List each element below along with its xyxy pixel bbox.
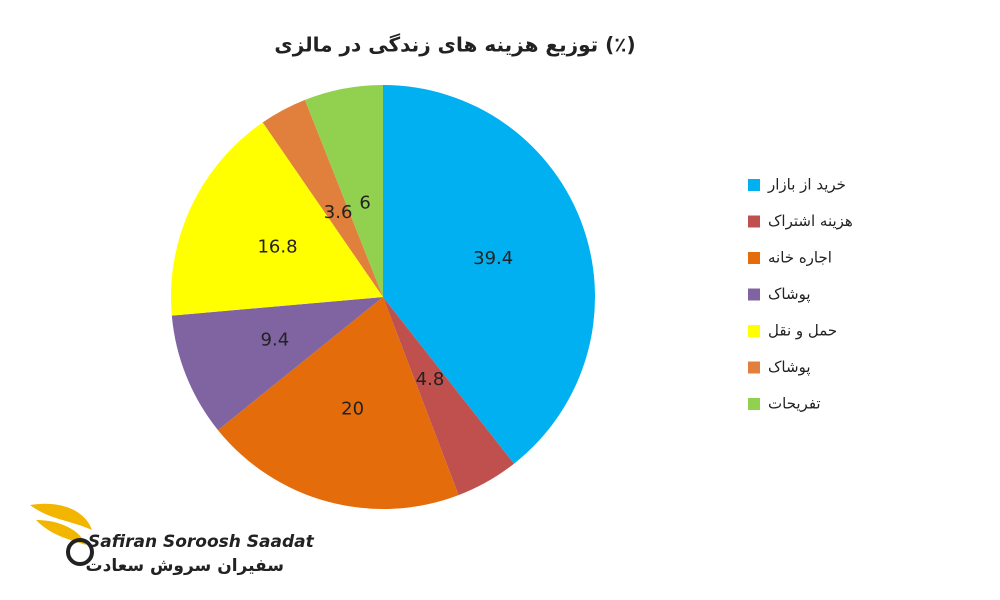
logo-name-en: Safiran Soroosh Saadat [88,532,315,552]
data-label: 6 [359,192,370,213]
logo-name-fa: سفیران سروش سعادت [86,556,284,576]
logo-ring [66,538,94,566]
legend-swatch [748,361,760,374]
legend-label: تفریحات [768,395,821,413]
legend-swatch [748,325,760,337]
legend-label: حمل و نقل [768,322,837,340]
pie-slice [304,85,383,297]
legend-label: اجاره خانه [768,249,832,267]
legend-swatch [748,215,760,228]
legend-label: خرید از بازار [767,176,846,194]
data-label: 20 [341,399,364,420]
pie-slice [171,122,383,316]
pie-slice [262,99,383,297]
data-label: 39.4 [473,248,513,269]
logo-wing [30,503,92,545]
logo: Safiran Soroosh Saadat سفیران سروش سعادت [30,503,315,576]
data-label: 9.4 [261,330,290,351]
legend-label: پوشاک [768,285,811,304]
data-label: 3.6 [324,202,353,223]
pie-slice [383,297,514,496]
data-label: 16.8 [257,236,297,257]
chart-title: توزیع هزینه های زندگی در مالزی (٪) [274,33,635,57]
legend-swatch [748,179,760,191]
legend-label: پوشاک [768,358,811,377]
pie-slice [217,297,459,509]
data-label: 4.8 [416,369,445,390]
pie-slice [171,297,383,431]
legend-swatch [748,398,760,410]
legend-swatch [748,288,760,301]
legend-label: هزینه اشتراک [768,212,853,230]
legend-swatch [748,252,760,264]
pie-slice [383,85,595,464]
